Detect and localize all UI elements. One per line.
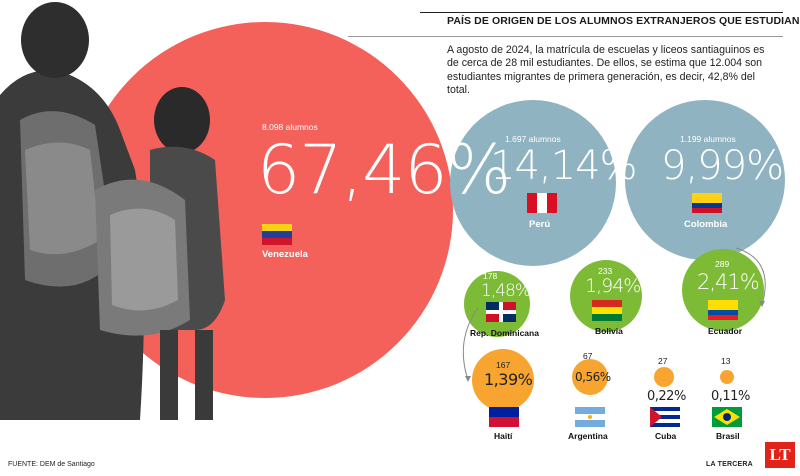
flag-argentina-icon xyxy=(575,407,605,427)
bubble-ecuador xyxy=(682,249,764,331)
count-brasil: 13 xyxy=(721,356,731,366)
pct-colombia: 9,99% xyxy=(661,143,784,189)
bubble-peru xyxy=(450,100,616,266)
country-brasil: Brasil xyxy=(716,431,740,441)
intro-text: A agosto de 2024, la matrícula de escuel… xyxy=(447,44,765,97)
country-peru: Perú xyxy=(529,219,551,230)
pct-brasil: 0,11% xyxy=(711,389,750,404)
country-colombia: Colombia xyxy=(684,219,728,230)
bubble-cuba xyxy=(654,367,674,387)
arrow-head-left xyxy=(465,376,471,382)
source-text: DEM de Santiago xyxy=(39,461,95,468)
flag-cuba-icon xyxy=(650,407,680,427)
chart-title: PAÍS DE ORIGEN DE LOS ALUMNOS EXTRANJERO… xyxy=(447,15,800,27)
count-colombia: 1.199 alumnos xyxy=(680,134,736,144)
brand-logo: LT xyxy=(765,442,795,468)
country-haiti: Haití xyxy=(494,431,513,441)
flag-peru-icon xyxy=(527,193,557,213)
source-note: FUENTE: DEM de Santiago xyxy=(8,461,95,468)
country-rep-dominicana: Rep. Dominicana xyxy=(470,328,539,338)
pct-bolivia: 1,94% xyxy=(585,275,641,297)
count-haiti: 167 xyxy=(496,360,511,370)
count-peru: 1.697 alumnos xyxy=(505,134,561,144)
flag-bolivia-icon xyxy=(592,300,622,321)
bubble-argentina xyxy=(572,359,608,395)
arrow-connector-right xyxy=(735,247,766,306)
country-cuba: Cuba xyxy=(655,431,677,441)
bubble-colombia xyxy=(625,100,785,260)
intro-rule xyxy=(348,36,783,37)
pct-venezuela: 67,46% xyxy=(257,131,511,210)
count-argentina: 67 xyxy=(583,351,593,361)
source-label: FUENTE: xyxy=(8,461,38,468)
bubble-haiti xyxy=(472,349,534,411)
flag-ecuador-icon xyxy=(708,300,738,320)
count-venezuela: 8.098 alumnos xyxy=(262,122,318,132)
pct-argentina: 0,56% xyxy=(575,370,611,384)
flag-colombia-icon xyxy=(692,193,722,213)
country-ecuador: Ecuador xyxy=(708,326,743,336)
country-bolivia: Bolivia xyxy=(595,326,623,336)
bubble-bolivia xyxy=(570,260,642,332)
students-illustration xyxy=(0,2,225,420)
bubble-brasil xyxy=(720,370,734,384)
pct-rep-dominicana: 1,48% xyxy=(481,281,531,301)
country-argentina: Argentina xyxy=(568,431,608,441)
arrow-connector-left xyxy=(462,307,479,381)
title-rule xyxy=(420,12,783,13)
pct-ecuador: 2,41% xyxy=(697,270,760,294)
pct-cuba: 0,22% xyxy=(647,389,686,404)
flag-haiti-icon xyxy=(489,407,519,427)
count-ecuador: 289 xyxy=(715,259,730,269)
arrow-head-right xyxy=(759,301,765,307)
country-venezuela: Venezuela xyxy=(262,249,308,260)
count-bolivia: 233 xyxy=(598,266,613,276)
brand-name: LA TERCERA xyxy=(706,461,753,468)
flag-brasil-icon xyxy=(712,407,742,427)
pct-haiti: 1,39% xyxy=(484,370,533,389)
count-cuba: 27 xyxy=(658,356,668,366)
count-rep-dominicana: 178 xyxy=(483,271,498,281)
flag-venezuela-icon xyxy=(262,224,292,245)
flag-rep-dominicana-icon xyxy=(486,302,516,322)
pct-peru: 14,14% xyxy=(490,143,638,189)
